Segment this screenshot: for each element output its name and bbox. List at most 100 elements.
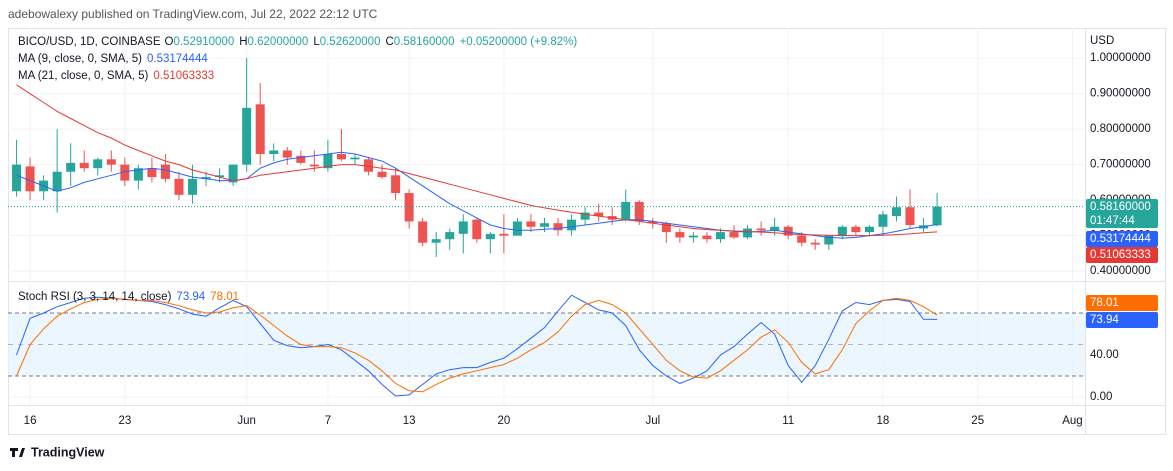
candle-body [79,162,89,169]
stoch-k-tag-bg [1086,312,1158,328]
price-tag: 01:47:44 [1090,215,1135,227]
candle-body [472,219,482,240]
candle-body [52,171,62,192]
x-tick-label: 25 [971,415,984,427]
plot-layer: 1623Jun71320Jul111825Aug0.400000000.5000… [8,28,1151,427]
x-tick-label: 13 [403,415,416,427]
price-tag: 0.58160000 [1090,201,1151,213]
ma9-tag: 0.53174444 [1090,233,1151,245]
ohlc-key: L [313,36,320,48]
candle-body [661,223,671,233]
x-tick-label: 16 [24,415,37,427]
candle-body [621,201,631,220]
candle-body [580,212,590,220]
stoch-value: 78.01 [210,291,239,303]
candle-body [391,175,401,194]
stoch-line [16,297,938,393]
candle-body [526,221,536,227]
ma21-tag-bg [1086,247,1158,263]
candle-body [648,221,658,224]
candle-body [797,235,807,243]
price-axis-unit: USD [1090,35,1114,47]
ohlc-key: O [165,36,174,48]
x-tick-label: 11 [782,415,794,427]
y-tick-label: 0.40000000 [1090,265,1151,277]
candle-body [66,162,76,172]
stoch-d-tag: 78.01 [1090,297,1119,309]
x-tick-label: Aug [1062,415,1082,427]
ma-value: 0.51063333 [153,70,214,82]
candle-body [404,193,414,222]
candle-body [364,159,374,172]
y2-tick-label: 40.00 [1090,349,1119,361]
candle-body [878,214,888,227]
ma-line [16,151,938,239]
candle-body [810,242,820,245]
candle-body [431,239,441,243]
candle-body [485,233,495,240]
candle-body [675,232,685,238]
ohlc-key: H [239,36,247,48]
candle-body [336,154,346,160]
candle-body [743,228,753,238]
x-tick-label: 18 [877,415,890,427]
candle-body [715,232,725,240]
candle-body [567,219,577,231]
candle-body [106,159,116,165]
ma9-legend: MA (9, close, 0, SMA, 5) 0.53174444 [18,53,208,65]
stoch-d-tag-bg [1086,295,1158,311]
stoch-legend: Stoch RSI (3, 3, 14, 14, close) 73.94 78.0… [18,291,239,303]
candle-body [201,177,211,179]
chart-frame [8,28,1166,435]
y-tick-label: 0.90000000 [1090,88,1151,100]
candle-body [932,206,942,226]
ma-name: MA (21, close, 0, SMA, 5) [18,70,149,82]
candle-body [783,226,793,236]
ohlc-value: 0.62000000 [248,36,309,48]
candle-body [553,223,563,231]
candle-body [499,233,509,236]
candle-body [634,201,644,222]
candle-body [864,226,874,233]
candle-body [350,157,360,160]
ma-name: MA (9, close, 0, SMA, 5) [18,53,142,65]
x-tick-label: Jul [645,415,660,427]
candle-body [174,178,184,195]
footer-logo: TradingView [10,445,105,459]
candle-body [445,232,455,240]
logo-icon [10,448,25,457]
y-tick-label: 0.80000000 [1090,123,1151,135]
candle-body [905,207,915,225]
candle-body [891,207,901,217]
candle-body [323,154,333,169]
candle-body [147,168,157,178]
candle-body [255,104,265,154]
candle-body [756,228,766,231]
candle-body [688,235,698,238]
symbol-legend: BICO/USD, 1D, COINBASE O0.52910000 H0.6200… [18,36,577,48]
candle-body [309,164,319,167]
overlay-layer: BICO/USD, 1D, COINBASE O0.52910000 H0.6200… [18,36,1158,328]
candle-body [160,164,170,179]
ma-line [16,84,938,237]
candle-body [594,212,604,217]
candle-body [25,166,35,192]
candle-body [824,235,834,245]
x-tick-label: 23 [118,415,131,427]
ohlc-value: 0.52910000 [173,36,234,48]
candle-body [837,226,847,236]
candle-body [729,232,739,238]
ohlc-key: C [385,36,393,48]
candle-body [770,226,780,231]
candle-body [228,164,238,183]
y2-tick-label: 0.00 [1090,391,1112,403]
x-tick-label: 20 [497,415,510,427]
candle-body [458,221,468,234]
stoch-name: Stoch RSI (3, 3, 14, 14, close) [18,291,172,303]
candle-body [296,155,306,163]
candle-body [512,221,522,236]
ohlc-value: 0.52620000 [320,36,381,48]
candle-body [188,178,198,195]
candle-body [282,150,292,158]
candle-body [702,235,712,240]
